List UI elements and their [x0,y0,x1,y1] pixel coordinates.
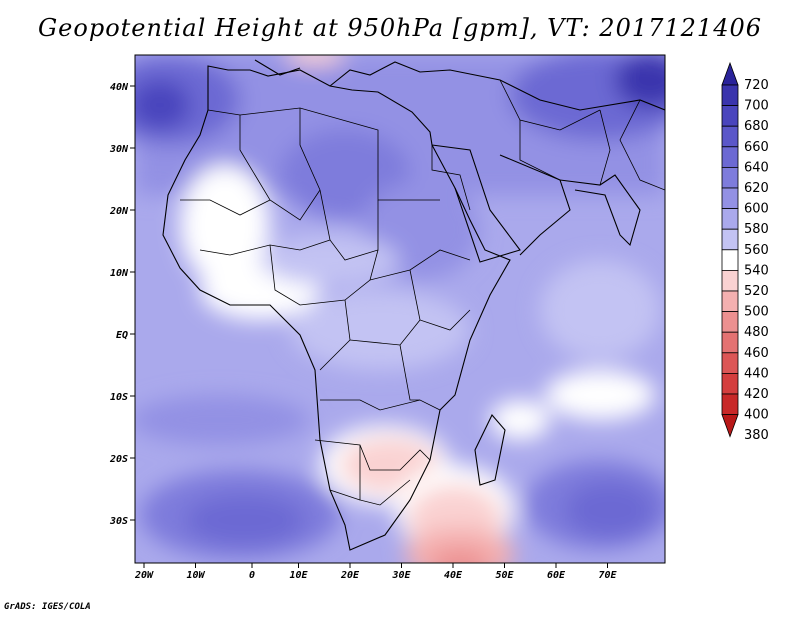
coastlines [162,59,665,551]
colorbar-segment [721,311,739,333]
colorbar-label: 600 [744,202,769,217]
colorbar-segment [721,105,739,127]
colorbar-segment [721,290,739,313]
colorbar-segment [721,208,739,230]
lat-label: EQ [116,330,128,341]
colorbar-segment [721,393,739,416]
colorbar-label: 560 [744,243,769,258]
colorbar-segment [721,269,739,292]
colorbar-label: 520 [744,284,769,299]
height-field [135,55,665,563]
colorbar-label: 620 [744,181,769,196]
colorbar-segment [721,166,739,189]
lon-label: 70E [598,570,617,581]
colorbar-segment [721,125,739,148]
map-frame [134,54,666,564]
colorbar-label: 700 [744,99,769,114]
lon-label: 40E [444,570,463,581]
colorbar-label: 500 [744,305,769,320]
lon-label: 20W [134,570,154,581]
lat-label: 40N [110,82,129,93]
colorbar-segment [721,84,739,107]
lon-label: 0 [249,570,255,581]
colorbar-segment [721,372,739,395]
latitude-axis: 40N 30N 20N 10N EQ 10S 20S 30S [109,82,135,527]
lat-label: 10S [110,392,128,403]
lat-label: 30N [109,144,129,155]
colorbar-label: 380 [744,428,769,443]
colorbar-label: 420 [744,387,769,402]
lon-label: 60E [547,570,566,581]
lon-label: 20E [340,570,360,581]
colorbar-segment [721,228,739,251]
colorbar-bottom-arrow [721,414,739,438]
colorbar-label: 440 [744,366,769,381]
colorbar-label: 480 [744,325,769,340]
colorbar-segment [721,146,739,168]
colorbar-segment [721,352,739,374]
colorbar-label: 640 [744,160,769,175]
lon-label: 10E [289,570,308,581]
lat-label: 10N [110,268,129,279]
colorbar-top-arrow [721,61,739,86]
lat-label: 20S [109,454,128,465]
colorbar-segment [721,187,739,210]
colorbar-label: 400 [744,408,769,423]
credit-text: GrADS: IGES/COLA [4,602,91,612]
longitude-axis: 20W 10W 0 10E 20E 30E 40E 50E 60E 70E [134,563,618,581]
colorbar-segment [721,331,739,354]
lat-label: 30S [109,516,128,527]
colorbar-label: 660 [744,140,769,155]
lat-label: 20N [109,206,129,217]
lon-label: 10W [186,570,205,581]
colorbar-label: 540 [744,263,769,278]
colorbar: 720 700 680 660 640 620 600 580 560 540 520 500 480 4… [721,61,769,443]
lon-label: 30E [391,570,411,581]
colorbar-label: 460 [744,346,769,361]
colorbar-label: 580 [744,222,769,237]
chart-title: Geopotential Height at 950hPa [gpm], VT:… [38,14,762,42]
lon-label: 50E [495,570,514,581]
colorbar-label: 680 [744,119,769,134]
borders [180,79,665,506]
colorbar-label: 720 [744,78,769,93]
colorbar-segment [721,249,739,271]
